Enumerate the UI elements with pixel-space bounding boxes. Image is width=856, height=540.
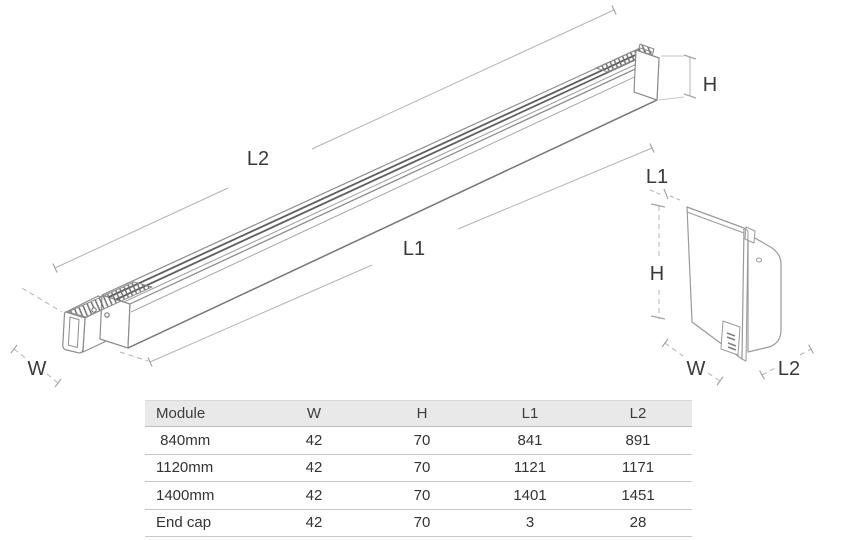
dim-w-endcap bbox=[661, 338, 724, 386]
table-cell-l1: 3 bbox=[525, 514, 535, 532]
table-cell-l2: 891 bbox=[625, 431, 651, 449]
table-cell-l1: 1401 bbox=[513, 486, 547, 504]
column-header-l1: L1 bbox=[521, 405, 539, 422]
main-dimension-labels: L2 L1 H W bbox=[28, 74, 718, 380]
label-l2-main: L2 bbox=[247, 148, 269, 170]
main-fixture-drawing bbox=[62, 43, 660, 354]
endcap-drawing bbox=[686, 206, 782, 362]
table-cell-h: 70 bbox=[413, 486, 431, 504]
table-cell-w: 42 bbox=[305, 459, 323, 477]
table-row-840mm: 840mm 42 70 841 891 bbox=[145, 427, 692, 455]
label-h-endcap: H bbox=[650, 263, 664, 285]
far-end-face bbox=[633, 49, 660, 101]
column-header-module: Module bbox=[156, 405, 206, 422]
endcap-body bbox=[747, 233, 782, 353]
table-row-endcap: End cap 42 70 3 28 bbox=[145, 509, 692, 537]
dim-h-endcap bbox=[650, 203, 666, 320]
dim-h-main bbox=[658, 54, 697, 101]
table-cell-module: 1400mm bbox=[156, 486, 215, 504]
endcap-plate-thickness bbox=[686, 211, 749, 362]
table-cell-w: 42 bbox=[305, 431, 323, 449]
dim-l1-endcap bbox=[649, 188, 681, 201]
label-w-endcap: W bbox=[687, 358, 706, 380]
screw-hole bbox=[755, 257, 763, 263]
table-cell-module: 1120mm bbox=[156, 459, 214, 477]
near-connector-hatch bbox=[67, 281, 153, 318]
mounting-hole bbox=[104, 312, 110, 318]
endcap-sticker bbox=[720, 320, 741, 356]
main-dimensions bbox=[10, 5, 697, 388]
dim-w-main bbox=[10, 287, 63, 388]
table-cell-w: 42 bbox=[305, 486, 323, 504]
endcap-dimensions bbox=[649, 188, 814, 386]
table-row-1120mm: 1120mm 42 70 1121 1171 bbox=[145, 454, 692, 482]
column-header-l2: L2 bbox=[629, 405, 647, 422]
label-w-main: W bbox=[28, 358, 47, 380]
housing-body bbox=[101, 49, 660, 349]
endcap-dimension-labels: L1 H W L2 bbox=[646, 166, 800, 380]
table-cell-h: 70 bbox=[413, 459, 431, 477]
table-cell-l2: 1451 bbox=[621, 486, 655, 504]
table-cell-l2: 1171 bbox=[621, 459, 655, 477]
column-header-h: H bbox=[416, 405, 428, 422]
table-cell-module: End cap bbox=[156, 514, 212, 532]
table-row-1400mm: 1400mm 42 70 1401 1451 bbox=[145, 482, 692, 510]
label-l2-endcap: L2 bbox=[778, 358, 800, 380]
table-cell-h: 70 bbox=[413, 431, 431, 449]
table-header-row: Module W H L1 L2 bbox=[145, 400, 692, 427]
label-l1-endcap: L1 bbox=[646, 166, 668, 188]
dimension-table: Module W H L1 L2 840mm 42 70 841 891 112… bbox=[145, 400, 692, 537]
dim-l2-main bbox=[52, 5, 617, 273]
table-cell-l1: 841 bbox=[517, 431, 543, 449]
table-cell-h: 70 bbox=[413, 514, 431, 532]
table-cell-module: 840mm bbox=[156, 431, 211, 449]
dim-l1-main bbox=[119, 143, 655, 367]
technical-drawing: L2 L1 H W bbox=[10, 5, 814, 388]
dim-l2-endcap bbox=[759, 344, 814, 380]
table-cell-w: 42 bbox=[305, 514, 323, 532]
label-h-main: H bbox=[703, 74, 717, 96]
mounting-hole bbox=[91, 307, 97, 313]
table-cell-l1: 1121 bbox=[513, 459, 547, 477]
table-cell-l2: 28 bbox=[629, 514, 647, 532]
column-header-w: W bbox=[306, 405, 322, 422]
label-l1-main: L1 bbox=[403, 238, 425, 260]
